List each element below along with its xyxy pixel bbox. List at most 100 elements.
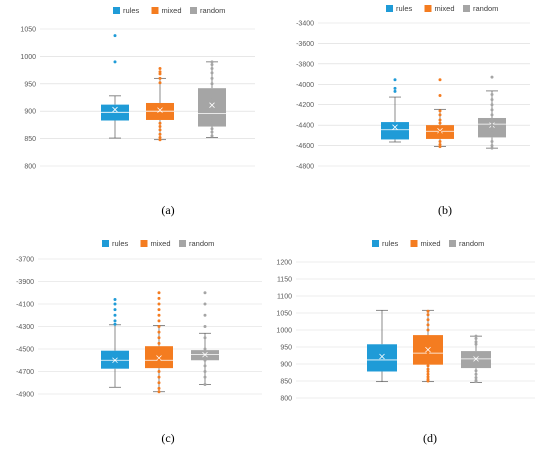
outlier-point xyxy=(157,296,161,300)
outlier-point xyxy=(438,139,442,143)
outlier-point xyxy=(203,336,207,340)
chart-panel-1: 800 850 900 950 1000 1050 rules mixed random (a) xyxy=(20,6,255,217)
legend-label: rules xyxy=(382,239,399,248)
outlier-point xyxy=(157,302,161,306)
y-tick-label: 850 xyxy=(280,379,292,386)
outlier-point xyxy=(157,370,161,373)
legend-label: mixed xyxy=(151,239,171,248)
outlier-point xyxy=(210,116,214,120)
y-tick-label: -3400 xyxy=(296,21,314,28)
outlier-point xyxy=(474,378,478,382)
outlier-point xyxy=(426,354,430,357)
outlier-point xyxy=(474,337,478,340)
outlier-point xyxy=(158,70,162,74)
mean-marker xyxy=(209,102,215,108)
outlier-point xyxy=(474,376,478,380)
outlier-point xyxy=(158,132,162,136)
outlier-point xyxy=(113,298,117,301)
mean-marker xyxy=(112,106,118,113)
outlier-point xyxy=(474,342,478,346)
legend-swatch xyxy=(449,240,456,247)
y-tick-label: -4200 xyxy=(296,102,314,109)
legend-label: mixed xyxy=(435,4,455,13)
outlier-point xyxy=(474,372,478,376)
outlier-point xyxy=(426,313,430,317)
outlier-point xyxy=(157,375,161,379)
y-tick-label: -4400 xyxy=(296,123,314,130)
outlier-point xyxy=(158,125,162,129)
outlier-point xyxy=(113,34,117,38)
legend-label: mixed xyxy=(162,6,182,15)
outlier-point xyxy=(158,128,162,132)
outlier-point xyxy=(203,375,207,379)
outlier-point xyxy=(210,98,214,102)
y-tick-label: 1150 xyxy=(277,277,292,284)
outlier-point xyxy=(490,146,494,150)
y-tick-label: 1000 xyxy=(276,328,292,335)
panel-caption: (c) xyxy=(161,431,174,445)
box-iqr xyxy=(367,344,397,372)
box-rules xyxy=(101,34,129,139)
mean-marker xyxy=(112,357,118,364)
outlier-point xyxy=(426,364,430,368)
outlier-point xyxy=(438,94,442,98)
legend-swatch xyxy=(190,7,197,14)
y-tick-label: -4800 xyxy=(296,164,314,171)
legend-swatch xyxy=(179,240,186,247)
outlier-point xyxy=(426,345,430,349)
box-rules xyxy=(381,78,409,143)
box-random xyxy=(478,75,506,150)
outlier-point xyxy=(157,330,161,334)
y-tick-label: -4000 xyxy=(296,82,314,89)
y-tick-label: 1200 xyxy=(276,260,292,267)
y-tick-label: -3800 xyxy=(296,61,314,68)
outlier-point xyxy=(210,63,214,67)
outlier-point xyxy=(157,336,161,340)
outlier-point xyxy=(438,113,442,117)
legend-swatch xyxy=(372,240,379,247)
outlier-point xyxy=(113,302,117,306)
outlier-point xyxy=(438,118,442,122)
mean-marker xyxy=(425,346,431,353)
outlier-point xyxy=(210,71,214,75)
legend-label: rules xyxy=(112,239,129,248)
outlier-point xyxy=(157,358,161,362)
outlier-point xyxy=(426,309,430,313)
legend-swatch xyxy=(410,240,418,247)
outlier-point xyxy=(438,130,442,134)
outlier-point xyxy=(157,364,161,368)
outlier-point xyxy=(210,82,214,86)
outlier-point xyxy=(426,335,430,339)
legend-label: random xyxy=(459,239,484,248)
chart-panel-2: -4800 -4600 -4400 -4200 -4000 -3800 -3600 -3400… xyxy=(296,4,530,217)
box-iqr xyxy=(478,117,506,138)
outlier-point xyxy=(438,78,442,82)
y-tick-label: -3700 xyxy=(16,257,34,264)
mean-marker xyxy=(157,107,163,113)
outlier-point xyxy=(426,367,430,371)
mean-marker xyxy=(392,124,398,130)
outlier-point xyxy=(490,75,494,79)
outlier-point xyxy=(157,325,161,328)
legend-swatch xyxy=(113,7,120,14)
outlier-point xyxy=(426,357,430,361)
legend-swatch xyxy=(140,240,148,247)
y-tick-label: -4900 xyxy=(16,392,34,399)
outlier-point xyxy=(393,89,397,93)
outlier-point xyxy=(157,381,161,385)
outlier-point xyxy=(210,66,214,70)
outlier-point xyxy=(158,72,162,76)
outlier-point xyxy=(113,308,117,312)
box-iqr xyxy=(145,346,173,369)
outlier-point xyxy=(438,125,442,129)
y-tick-label: 950 xyxy=(24,81,36,88)
outlier-point xyxy=(203,313,207,317)
outlier-point xyxy=(157,291,161,295)
box-random xyxy=(191,291,219,386)
outlier-point xyxy=(210,90,214,94)
outlier-point xyxy=(203,358,207,362)
legend-label: rules xyxy=(123,6,140,15)
outlier-point xyxy=(426,323,430,327)
outlier-point xyxy=(490,144,494,148)
box-mixed xyxy=(426,78,454,149)
